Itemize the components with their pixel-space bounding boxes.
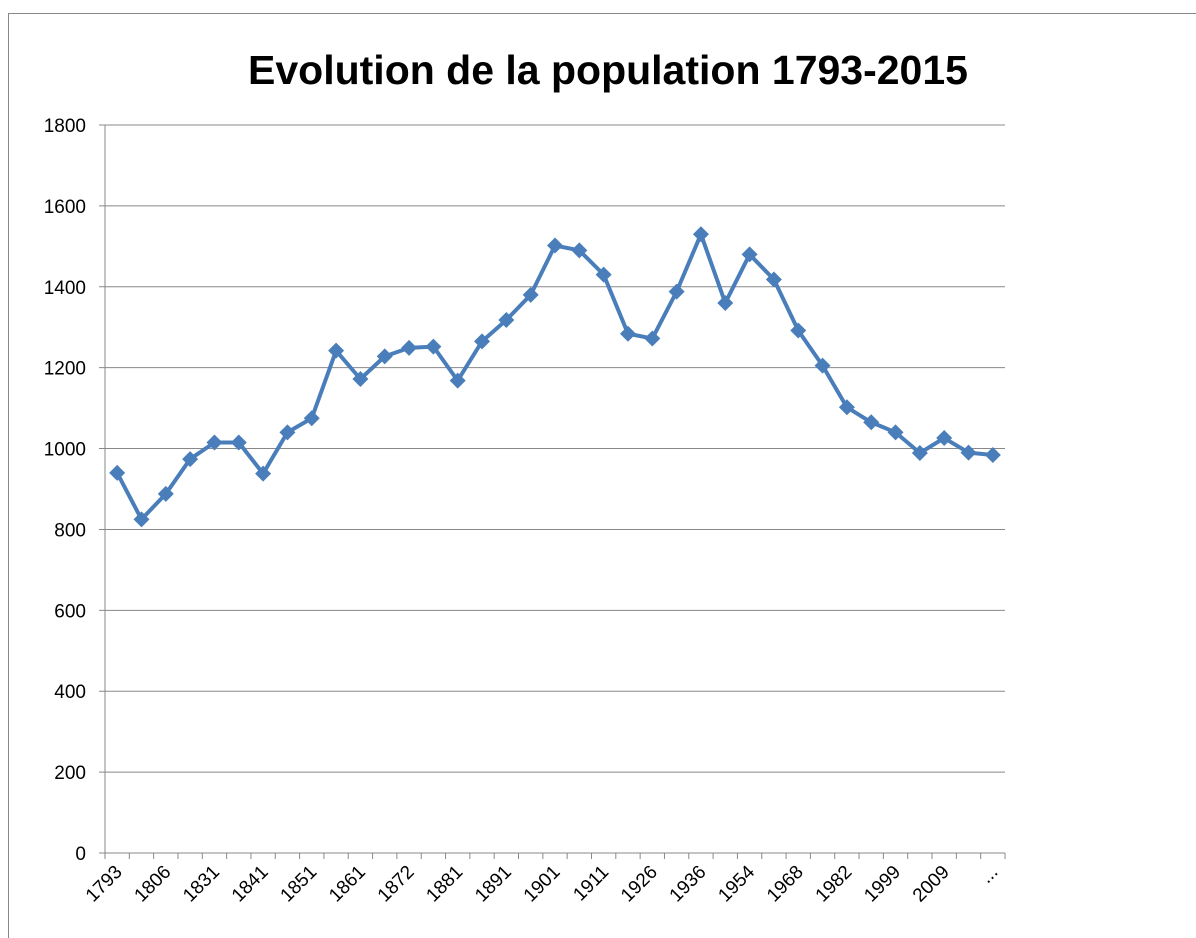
data-marker bbox=[230, 434, 247, 451]
x-tick-label: 1954 bbox=[714, 861, 759, 906]
data-marker bbox=[303, 410, 320, 427]
x-tick-label: 1793 bbox=[82, 862, 127, 907]
data-marker bbox=[838, 399, 855, 416]
data-marker bbox=[449, 372, 466, 389]
data-marker bbox=[887, 424, 904, 441]
data-marker bbox=[376, 348, 393, 365]
x-tick-label: 2009 bbox=[909, 862, 954, 907]
data-marker bbox=[547, 237, 563, 254]
x-tick-label: 1891 bbox=[471, 862, 516, 907]
data-marker bbox=[522, 286, 539, 303]
y-tick-label: 600 bbox=[54, 601, 86, 622]
data-marker bbox=[328, 342, 345, 359]
x-tick-label: 1926 bbox=[617, 862, 662, 907]
y-tick-label: 400 bbox=[54, 682, 86, 703]
x-tick-label: 1968 bbox=[763, 862, 808, 907]
x-tick-label: 1881 bbox=[422, 862, 467, 907]
data-marker bbox=[741, 246, 758, 263]
data-marker bbox=[474, 333, 491, 350]
data-marker bbox=[571, 242, 588, 259]
x-tick-label: 1982 bbox=[812, 862, 857, 907]
y-tick-label: 800 bbox=[54, 520, 86, 541]
data-marker bbox=[109, 464, 126, 481]
y-tick-label: 1000 bbox=[44, 440, 86, 461]
data-marker bbox=[498, 311, 515, 328]
data-marker bbox=[133, 511, 150, 528]
data-marker bbox=[717, 294, 734, 311]
data-marker bbox=[814, 357, 831, 374]
data-marker bbox=[984, 447, 1001, 464]
data-marker bbox=[960, 444, 977, 461]
data-marker bbox=[644, 330, 661, 347]
data-marker bbox=[279, 424, 296, 441]
data-marker bbox=[936, 430, 953, 447]
data-marker bbox=[182, 451, 199, 468]
x-tick-label: 1911 bbox=[569, 862, 613, 906]
data-marker bbox=[255, 465, 272, 482]
data-marker bbox=[425, 338, 442, 355]
y-tick-label: 1800 bbox=[44, 116, 86, 137]
x-tick-label: 1831 bbox=[179, 862, 224, 907]
y-tick-label: 1600 bbox=[44, 197, 86, 218]
data-marker bbox=[619, 325, 636, 342]
data-marker bbox=[765, 271, 782, 288]
x-tick-label: 1851 bbox=[277, 862, 322, 907]
data-marker bbox=[206, 434, 223, 451]
y-tick-label: 1200 bbox=[44, 359, 86, 380]
x-tick-label: 1872 bbox=[374, 862, 419, 907]
data-marker bbox=[863, 414, 880, 431]
data-line bbox=[115, 232, 994, 522]
data-marker bbox=[668, 283, 685, 300]
x-tick-label: 1861 bbox=[325, 862, 370, 907]
data-marker bbox=[911, 445, 928, 462]
data-marker bbox=[157, 485, 174, 502]
x-tick-label: 1901 bbox=[520, 862, 565, 907]
y-tick-label: 1400 bbox=[44, 278, 86, 299]
x-tick-label: 1936 bbox=[666, 862, 711, 907]
x-tick-label: 1806 bbox=[131, 862, 176, 907]
chart-title: Evolution de la population 1793-2015 bbox=[248, 47, 968, 93]
x-tick-label: ... bbox=[976, 862, 1002, 888]
y-tick-label: 0 bbox=[75, 844, 86, 865]
x-tick-label: 1841 bbox=[228, 862, 273, 907]
data-marker bbox=[401, 339, 418, 356]
data-marker bbox=[692, 226, 709, 243]
data-marker bbox=[790, 322, 807, 339]
data-marker bbox=[352, 370, 369, 387]
x-tick-label: 1999 bbox=[860, 862, 905, 907]
y-tick-label: 200 bbox=[54, 763, 86, 784]
data-marker bbox=[595, 266, 612, 283]
